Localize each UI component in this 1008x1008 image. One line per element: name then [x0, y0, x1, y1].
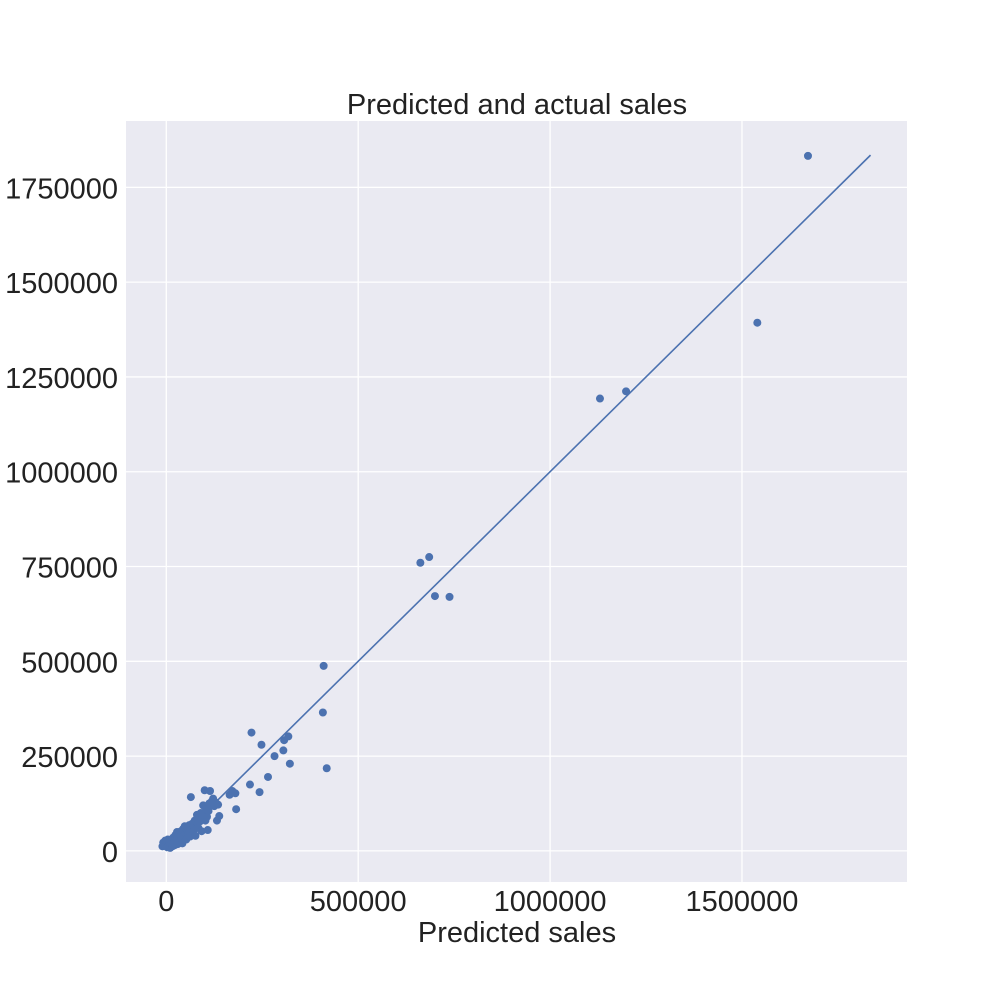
data-point [231, 789, 240, 798]
x-tick-labels: 0 500000 1000000 1500000 [158, 886, 798, 918]
y-tick-label: 750000 [21, 553, 118, 585]
data-point [445, 592, 454, 601]
x-gridlines [165, 121, 743, 882]
data-point [595, 394, 604, 403]
x-tick-label: 0 [158, 886, 174, 918]
data-point [206, 786, 215, 795]
reference-line [165, 154, 872, 852]
data-point [270, 752, 279, 761]
data-point [319, 661, 328, 670]
y-tick-label: 1500000 [5, 268, 118, 300]
data-point [430, 592, 439, 601]
data-point [622, 387, 631, 396]
y-gridlines [126, 186, 907, 852]
data-point [279, 746, 288, 755]
data-point [425, 553, 434, 562]
y-tick-label: 500000 [21, 647, 118, 679]
data-point [753, 318, 762, 327]
data-point [264, 772, 272, 781]
data-point [186, 793, 195, 802]
data-point [245, 780, 254, 789]
data-point [416, 558, 425, 567]
y-tick-label: 1250000 [5, 363, 118, 395]
data-point [232, 805, 241, 814]
data-point [197, 827, 206, 836]
y-tick-label: 250000 [21, 742, 118, 774]
x-tick-label: 1000000 [494, 886, 607, 918]
data-point [203, 826, 212, 835]
data-point [284, 732, 293, 741]
data-point [214, 800, 223, 809]
data-point [204, 807, 213, 816]
x-axis-label: Predicted sales [418, 917, 616, 949]
x-tick-label: 1500000 [686, 886, 799, 918]
y-tick-label: 1000000 [5, 458, 118, 490]
data-point [215, 812, 224, 821]
data-points [158, 151, 812, 852]
y-tick-labels: 0 250000 500000 750000 1000000 1250000 1500000… [5, 173, 118, 869]
x-tick-label: 500000 [310, 886, 407, 918]
data-point [318, 708, 327, 717]
y-tick-label: 1750000 [5, 173, 118, 205]
y-tick-label: 0 [102, 837, 118, 869]
data-point [191, 831, 200, 840]
data-point [285, 759, 294, 768]
data-point [257, 740, 266, 749]
chart-title: Predicted and actual sales [347, 89, 687, 121]
data-point [803, 151, 812, 160]
data-point [255, 788, 264, 797]
data-point [322, 764, 331, 773]
data-point [247, 728, 256, 737]
